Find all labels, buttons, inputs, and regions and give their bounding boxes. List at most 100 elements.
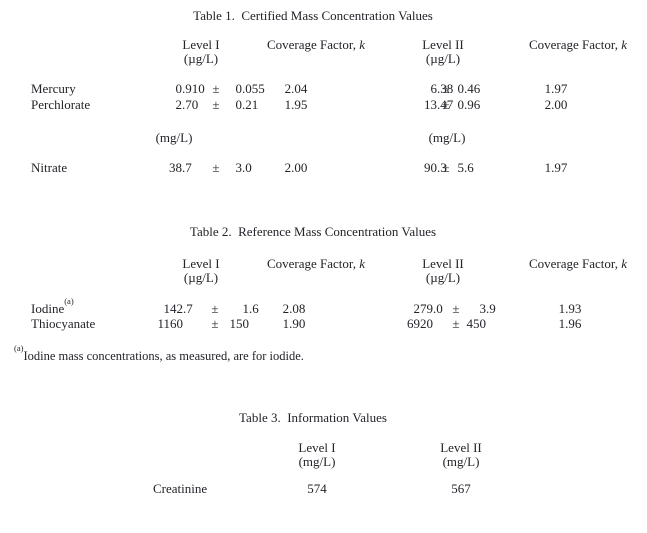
plus-minus-level2: ± bbox=[442, 81, 450, 96]
level2-value-int: 6920 bbox=[407, 316, 433, 331]
table-1-row-mercury: Mercury 0.910 ±0.055 2.04 6.38 ±0.46 1.97 bbox=[0, 81, 647, 97]
plus-minus-level2: ± bbox=[442, 160, 450, 175]
level2-value-frac: .3 bbox=[437, 160, 447, 175]
table-1-header-1: Level I bbox=[182, 37, 220, 52]
level1-value-int: 2 bbox=[175, 97, 183, 112]
coverage-factor-1-value: 2.04 bbox=[284, 81, 308, 96]
row-label: Mercury bbox=[31, 81, 76, 96]
level2-uncertainty-frac: .96 bbox=[464, 97, 481, 112]
table-2-header-3: Level II bbox=[422, 256, 464, 271]
plus-minus-level1: ± bbox=[211, 301, 219, 316]
footnote: (a)Iodine mass concentrations, as measur… bbox=[14, 344, 304, 364]
level1-uncertainty-int: 150 bbox=[229, 316, 250, 331]
table-1-title: Table 1. Certified Mass Concentration Va… bbox=[193, 8, 433, 23]
table-2-header-1-units: (µg/L) bbox=[183, 270, 219, 285]
level1-uncertainty-int: 0 bbox=[235, 81, 243, 96]
level2-value-int: 13 bbox=[424, 97, 437, 112]
level1-uncertainty-int: 3 bbox=[235, 160, 243, 175]
level2-uncertainty-int: 3 bbox=[479, 301, 487, 316]
row-label: Nitrate bbox=[31, 160, 68, 175]
table-2-title: Table 2. Reference Mass Concentration Va… bbox=[189, 224, 437, 239]
level2-uncertainty-int: 5 bbox=[457, 160, 465, 175]
level2-value-frac: .38 bbox=[437, 81, 454, 96]
level2-value: 567 bbox=[451, 481, 471, 496]
level2-value-frac: .47 bbox=[437, 97, 454, 112]
level2-value-int: 6 bbox=[430, 81, 438, 96]
table-1-row-perchlorate: Perchlorate 2.70 ±0.21 1.95 13.47 ±0.96 2.00 bbox=[0, 97, 647, 113]
table-3-row-creatinine: Creatinine 574 567 bbox=[0, 481, 647, 497]
coverage-factor-2-value: 1.96 bbox=[558, 316, 582, 331]
level1-uncertainty-int: 0 bbox=[235, 97, 243, 112]
coverage-factor-k-symbol: k bbox=[359, 37, 366, 52]
table-1-header-2: Coverage Factor, k bbox=[266, 37, 366, 52]
table-1-header-3-units: (µg/L) bbox=[425, 51, 461, 66]
table-1-header-1-units: (µg/L) bbox=[183, 51, 219, 66]
table-1-row-nitrate: Nitrate 38.7 ±3.0 2.00 90.3 ±5.6 1.97 bbox=[0, 160, 647, 176]
level1-uncertainty-frac: .055 bbox=[242, 81, 265, 96]
level1-value-frac: .70 bbox=[182, 97, 199, 112]
table-3-header-1: Level I bbox=[298, 440, 336, 455]
coverage-factor-2-value: 1.97 bbox=[544, 81, 568, 96]
table-2-row-thiocyanate: Thiocyanate 1160 ±150 1.90 6920 ±450 1.96 bbox=[0, 316, 647, 332]
level2-uncertainty-int: 0 bbox=[457, 97, 465, 112]
level1-uncertainty-frac: .6 bbox=[249, 301, 259, 316]
table-1-header-4: Coverage Factor, k bbox=[528, 37, 628, 52]
level1-value-int: 0 bbox=[175, 81, 183, 96]
footnote-marker: (a) bbox=[14, 342, 24, 353]
row-label: Perchlorate bbox=[31, 97, 91, 112]
coverage-factor-k-symbol: k bbox=[621, 256, 628, 271]
coverage-factor-2-value: 1.93 bbox=[558, 301, 582, 316]
level2-uncertainty-frac: .46 bbox=[464, 81, 481, 96]
table-1-header-3: Level II bbox=[422, 37, 464, 52]
plus-minus-level2: ± bbox=[452, 301, 460, 316]
table-2-header-3-units: (µg/L) bbox=[425, 270, 461, 285]
level1-value-frac: .7 bbox=[183, 301, 193, 316]
plus-minus-level2: ± bbox=[452, 316, 460, 331]
coverage-factor-k-symbol: k bbox=[621, 37, 628, 52]
plus-minus-level2: ± bbox=[442, 97, 450, 112]
coverage-factor-2-value: 1.97 bbox=[544, 160, 568, 175]
level1-uncertainty-int: 1 bbox=[242, 301, 250, 316]
table-3-title: Table 3. Information Values bbox=[239, 410, 387, 425]
coverage-factor-2-value: 2.00 bbox=[544, 97, 568, 112]
coverage-factor-1-value: 1.90 bbox=[282, 316, 306, 331]
row-label: Creatinine bbox=[153, 481, 208, 496]
level1-uncertainty-frac: .0 bbox=[242, 160, 252, 175]
table-3-header-2-units: (mg/L) bbox=[442, 454, 480, 469]
level2-value-int: 279 bbox=[413, 301, 434, 316]
level2-uncertainty-int: 0 bbox=[457, 81, 465, 96]
row-label: Iodine(a) bbox=[31, 295, 74, 316]
level2-value-int: 90 bbox=[424, 160, 437, 175]
table-2-row-iodine: Iodine(a) 142.7 ±1.6 2.08 279.0 ±3.9 1.93 bbox=[0, 295, 647, 317]
level1-value-int: 1160 bbox=[157, 316, 183, 331]
row-label-footnote-marker: (a) bbox=[64, 295, 74, 306]
level1-uncertainty-frac: .21 bbox=[242, 97, 259, 112]
level1-value-frac: .910 bbox=[182, 81, 205, 96]
plus-minus-level1: ± bbox=[212, 97, 220, 112]
footnote-text: Iodine mass concentrations, as measured,… bbox=[23, 349, 304, 363]
level1-value-frac: .7 bbox=[182, 160, 192, 175]
level1-value: 574 bbox=[307, 481, 327, 496]
coverage-factor-1-value: 1.95 bbox=[284, 97, 308, 112]
plus-minus-level1: ± bbox=[212, 160, 220, 175]
plus-minus-level1: ± bbox=[211, 316, 219, 331]
level1-value-int: 142 bbox=[163, 301, 184, 316]
table-1-row-units: (mg/L) (mg/L) bbox=[0, 130, 647, 146]
table-2-header-1: Level I bbox=[182, 256, 220, 271]
level2-uncertainty-frac: .9 bbox=[486, 301, 496, 316]
unit-label-level2: (mg/L) bbox=[428, 130, 466, 145]
level2-uncertainty-int: 450 bbox=[466, 316, 487, 331]
coverage-factor-1-value: 2.00 bbox=[284, 160, 308, 175]
table-2-header-2: Coverage Factor, k bbox=[266, 256, 366, 271]
row-label: Thiocyanate bbox=[31, 316, 96, 331]
level1-value-int: 38 bbox=[169, 160, 182, 175]
level2-uncertainty-frac: .6 bbox=[464, 160, 474, 175]
unit-label-level1: (mg/L) bbox=[155, 130, 193, 145]
coverage-factor-k-symbol: k bbox=[359, 256, 366, 271]
table-3-header-1-units: (mg/L) bbox=[298, 454, 336, 469]
plus-minus-level1: ± bbox=[212, 81, 220, 96]
table-3-header-2: Level II bbox=[440, 440, 482, 455]
table-2-header-4: Coverage Factor, k bbox=[528, 256, 628, 271]
coverage-factor-1-value: 2.08 bbox=[282, 301, 306, 316]
